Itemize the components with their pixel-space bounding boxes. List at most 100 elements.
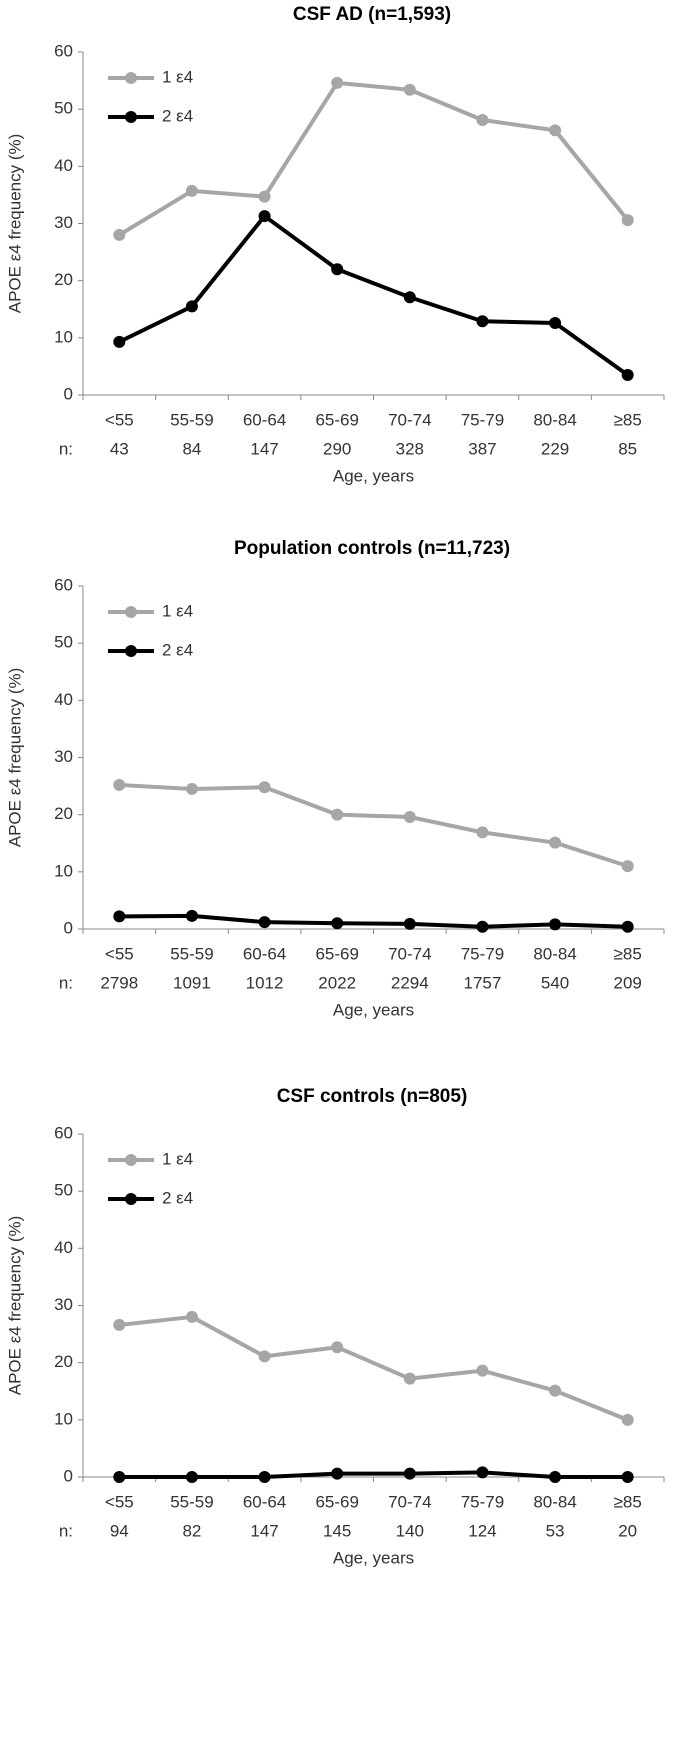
n-value: 2022 — [318, 973, 356, 992]
point — [403, 83, 416, 96]
series-line — [119, 913, 628, 929]
n-value: 328 — [396, 439, 424, 458]
legend-label: 1 ε4 — [162, 601, 193, 620]
n-value: 290 — [323, 439, 351, 458]
x-tick-label: 60-64 — [243, 410, 286, 429]
point — [476, 920, 489, 933]
y-tick-label: 50 — [54, 99, 73, 118]
x-tick-label: ≥85 — [614, 410, 642, 429]
x-tick-label: 65-69 — [315, 1492, 358, 1511]
point — [549, 836, 562, 849]
legend-label: 2 ε4 — [162, 640, 193, 659]
series-line — [119, 1470, 628, 1479]
y-axis-label: APOE ε4 frequency (%) — [5, 668, 24, 848]
chart: CSF controls (n=805) APOE ε4 frequency (%… — [5, 1086, 665, 1567]
point — [331, 917, 344, 930]
n-label: n: — [59, 439, 73, 458]
x-tick-label: <55 — [105, 410, 134, 429]
y-tick-label: 10 — [54, 1409, 73, 1428]
y-tick-label: 50 — [54, 633, 73, 652]
chart: Population controls (n=11,723) APOE ε4 fr… — [5, 538, 665, 1019]
series-line — [118, 80, 630, 237]
point — [258, 1350, 271, 1363]
x-tick-label: 60-64 — [243, 1492, 286, 1511]
n-value: 82 — [182, 1521, 201, 1540]
x-axis-label: Age, years — [333, 466, 414, 485]
point — [185, 1310, 198, 1323]
point — [403, 917, 416, 930]
chart-title: CSF AD (n=1,593) — [293, 4, 451, 25]
legend-label: 2 ε4 — [162, 106, 193, 125]
x-tick-label: 80-84 — [533, 1492, 576, 1511]
point — [476, 315, 489, 328]
y-tick-label: 60 — [54, 1123, 73, 1142]
point — [258, 190, 271, 203]
y-tick-label: 50 — [54, 1181, 73, 1200]
point — [621, 860, 634, 873]
n-value: 209 — [614, 973, 642, 992]
chart-title: CSF controls (n=805) — [277, 1086, 468, 1107]
y-tick-label: 20 — [54, 270, 73, 289]
x-tick-label: 70-74 — [388, 1492, 431, 1511]
point — [331, 1467, 344, 1480]
x-tick-label: 55-59 — [170, 944, 213, 963]
point — [258, 781, 271, 794]
y-tick-label: 30 — [54, 747, 73, 766]
x-tick-label: 75-79 — [461, 1492, 504, 1511]
n-label: n: — [59, 1521, 73, 1540]
x-tick-label: 55-59 — [170, 1492, 213, 1511]
legend-label: 1 ε4 — [162, 1149, 193, 1168]
point — [258, 210, 271, 223]
point — [403, 1372, 416, 1385]
n-value: 84 — [182, 439, 201, 458]
point — [258, 1471, 271, 1483]
y-tick-label: 30 — [54, 1295, 73, 1314]
point — [549, 124, 562, 137]
legend-marker — [125, 1193, 137, 1205]
point — [476, 1364, 489, 1377]
point — [113, 1318, 126, 1331]
point — [113, 910, 126, 923]
point — [549, 918, 562, 931]
x-tick-label: 60-64 — [243, 944, 286, 963]
y-tick-label: 20 — [54, 804, 73, 823]
point — [185, 909, 198, 922]
point — [621, 920, 634, 933]
point — [331, 76, 344, 89]
x-axis-label: Age, years — [333, 1000, 414, 1019]
point — [549, 316, 562, 329]
point — [113, 335, 126, 348]
x-tick-label: <55 — [105, 1492, 134, 1511]
point — [185, 782, 198, 795]
point — [403, 1467, 416, 1480]
y-tick-label: 10 — [54, 861, 73, 880]
n-value: 2798 — [100, 973, 138, 992]
y-tick-label: 40 — [54, 690, 73, 709]
x-tick-label: 70-74 — [388, 944, 431, 963]
point — [549, 1471, 562, 1483]
x-tick-label: ≥85 — [614, 1492, 642, 1511]
point — [403, 810, 416, 823]
y-axis-label: APOE ε4 frequency (%) — [5, 1216, 24, 1396]
x-tick-label: 55-59 — [170, 410, 213, 429]
x-tick-label: 65-69 — [315, 410, 358, 429]
n-value: 140 — [396, 1521, 424, 1540]
x-tick-label: 80-84 — [533, 410, 576, 429]
n-value: 229 — [541, 439, 569, 458]
point — [113, 778, 126, 791]
x-tick-label: ≥85 — [614, 944, 642, 963]
point — [331, 263, 344, 276]
y-tick-label: 40 — [54, 1238, 73, 1257]
point — [476, 114, 489, 127]
point — [403, 291, 416, 304]
x-tick-label: 75-79 — [461, 944, 504, 963]
point — [621, 1413, 634, 1426]
n-value: 540 — [541, 973, 569, 992]
legend-marker — [125, 606, 137, 618]
x-tick-label: 80-84 — [533, 944, 576, 963]
x-tick-label: 75-79 — [461, 410, 504, 429]
series-line — [118, 214, 629, 377]
chart: CSF AD (n=1,593) APOE ε4 frequency (%) 0 10… — [5, 4, 665, 485]
y-axis-label: APOE ε4 frequency (%) — [5, 134, 24, 314]
